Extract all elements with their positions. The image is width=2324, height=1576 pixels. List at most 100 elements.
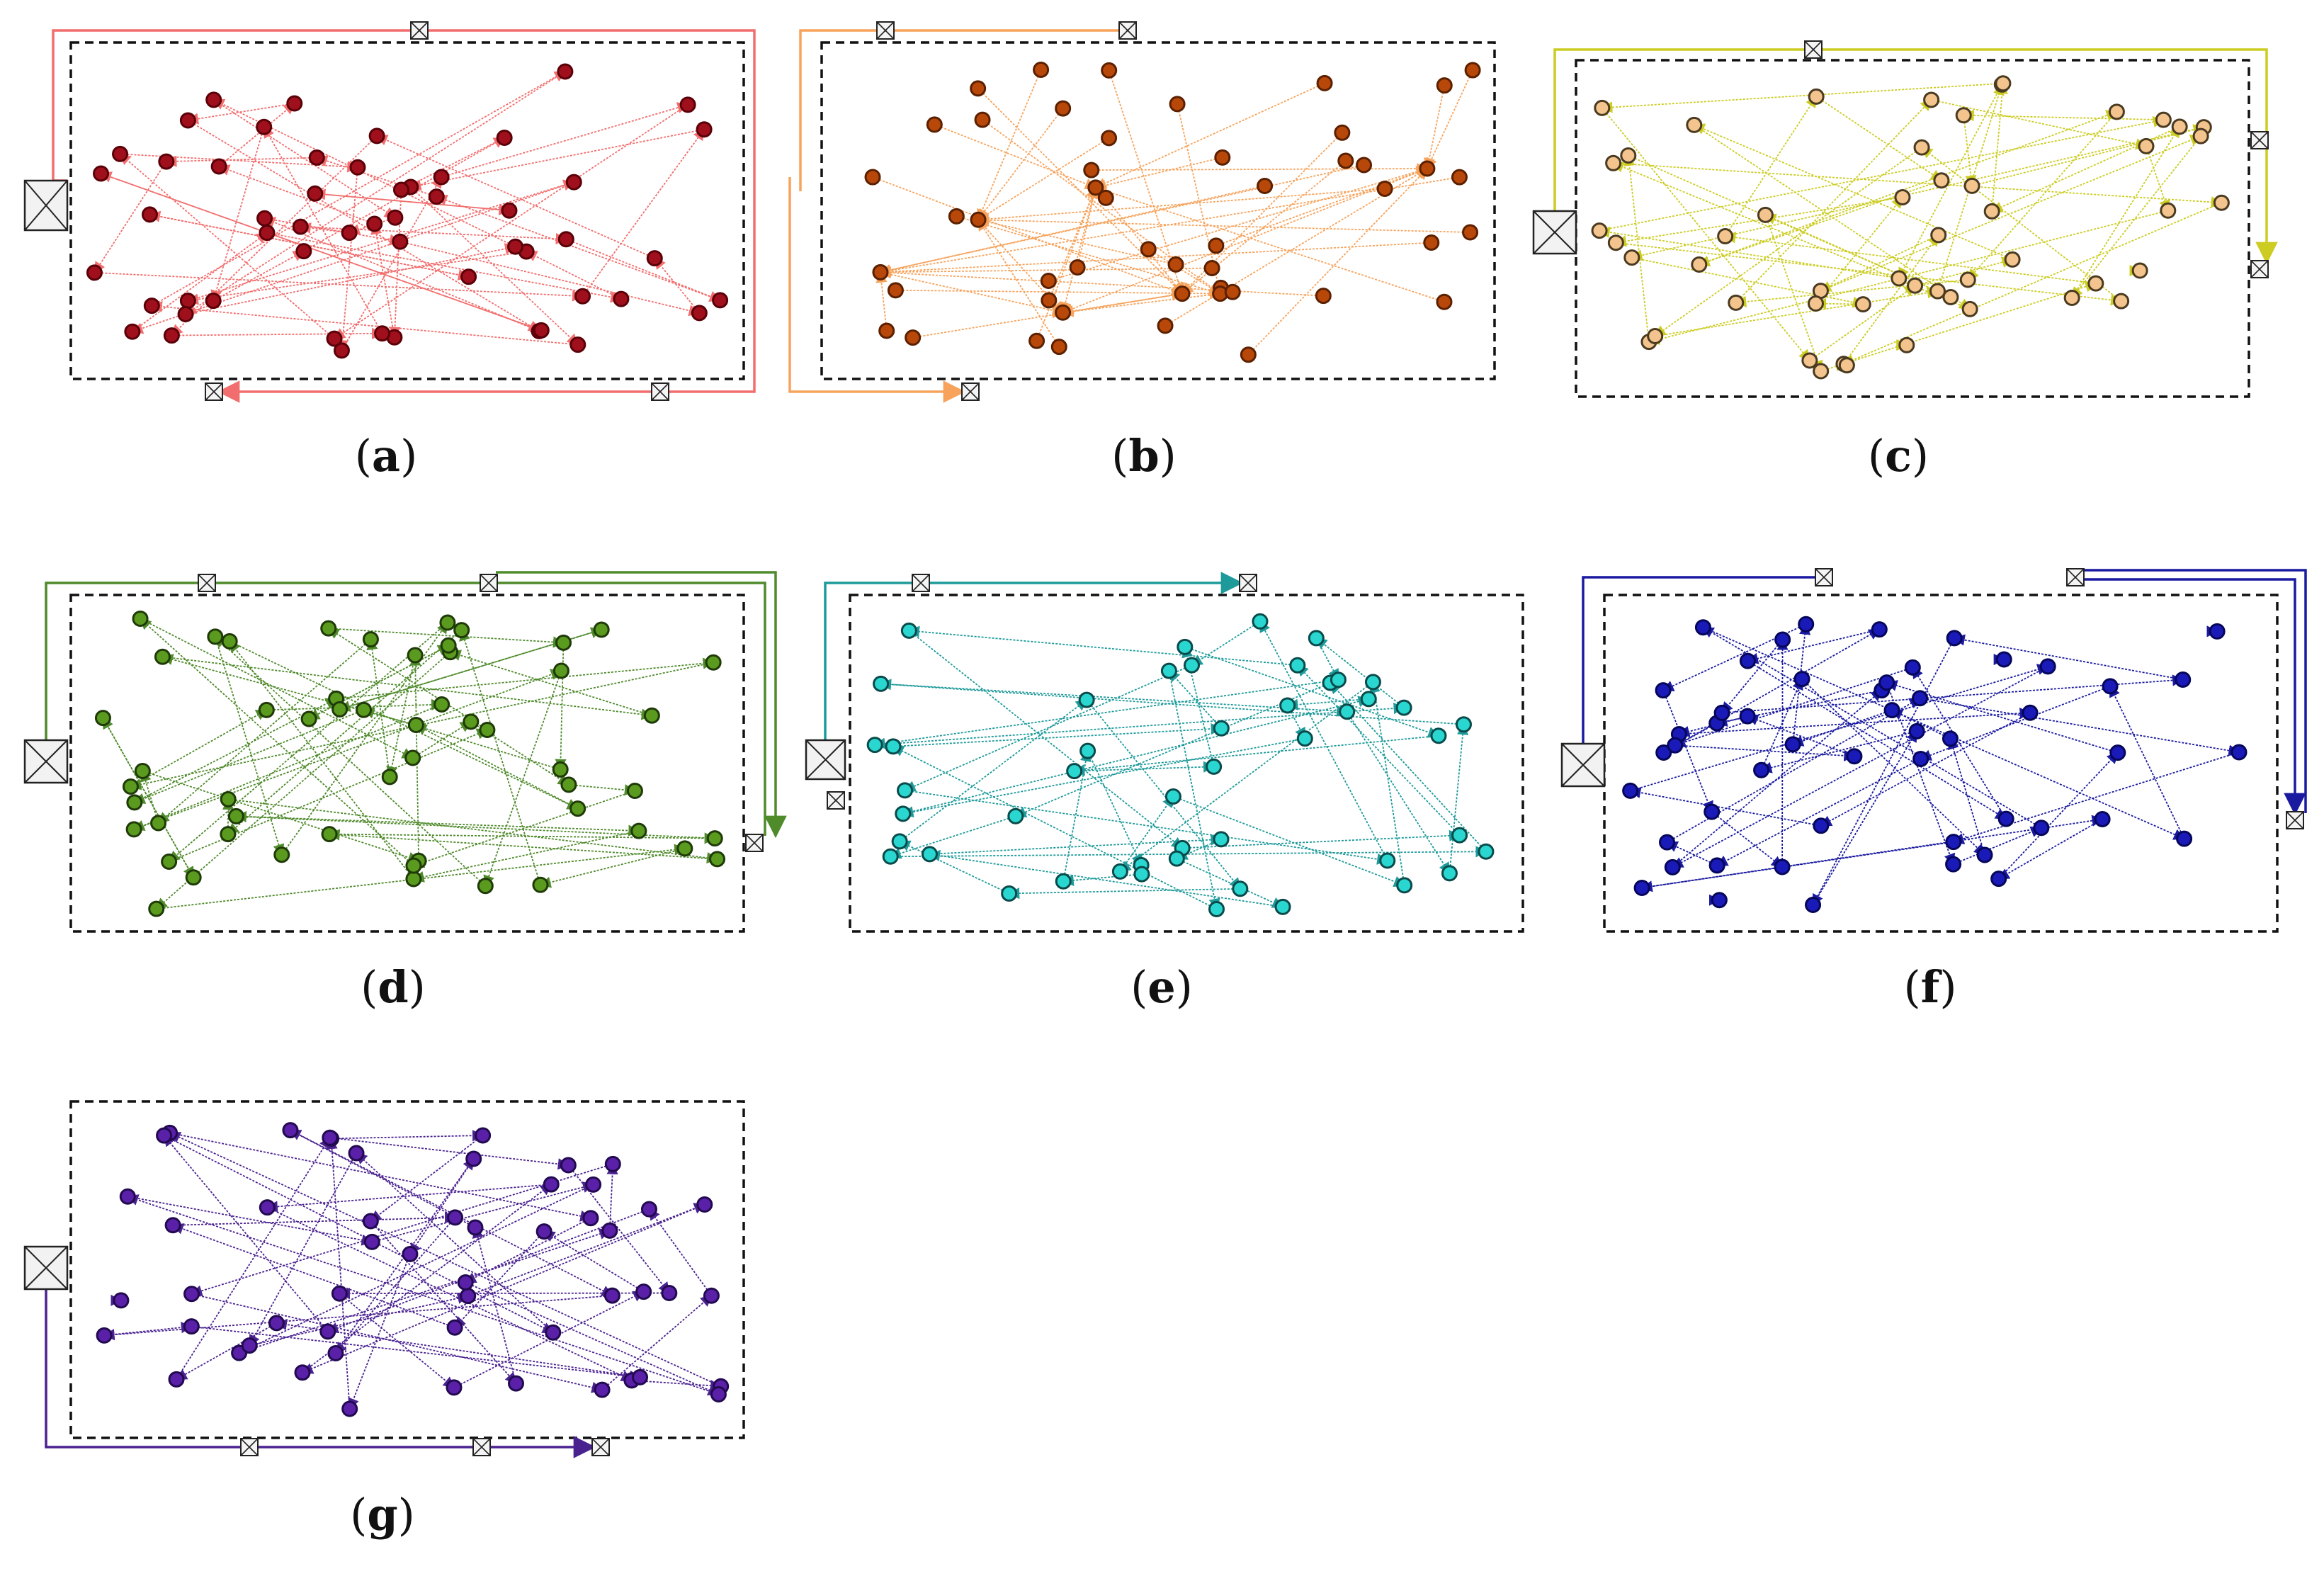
route-edge bbox=[164, 1135, 555, 1333]
route-edge bbox=[539, 848, 686, 888]
customer-node bbox=[465, 1150, 482, 1167]
route-edge bbox=[1997, 818, 2103, 880]
customer-node bbox=[1913, 139, 1930, 156]
route-edge bbox=[176, 1136, 331, 1380]
customer-node bbox=[1717, 227, 1734, 244]
customer-node bbox=[177, 306, 194, 323]
route-edge bbox=[169, 1132, 592, 1222]
route-edge bbox=[140, 618, 414, 759]
operating-area-boundary bbox=[1603, 594, 2279, 933]
customer-node bbox=[1257, 178, 1274, 195]
route-edge bbox=[239, 1228, 611, 1354]
customer-node bbox=[446, 1379, 463, 1396]
customer-node bbox=[141, 206, 158, 223]
customer-node bbox=[543, 1176, 560, 1193]
customer-node bbox=[1942, 730, 1959, 747]
route-edge bbox=[372, 1181, 595, 1243]
customer-node bbox=[1784, 736, 1801, 753]
customer-node bbox=[1933, 172, 1950, 189]
route-edge bbox=[982, 119, 1221, 295]
route-edge bbox=[329, 1137, 569, 1170]
customer-node bbox=[319, 1323, 336, 1340]
customer-node bbox=[86, 264, 103, 281]
customer-node bbox=[1946, 630, 1963, 647]
route-edge bbox=[880, 271, 1065, 317]
route-edge bbox=[139, 618, 414, 866]
route-edge bbox=[1648, 210, 2169, 345]
route-edge bbox=[1898, 84, 2003, 280]
customer-node bbox=[604, 1155, 621, 1172]
customer-node bbox=[1728, 294, 1745, 311]
customer-node bbox=[258, 701, 275, 718]
customer-node bbox=[1883, 702, 1900, 719]
route-edge bbox=[977, 218, 1060, 348]
panel-caption: (c) bbox=[1868, 430, 1929, 482]
customer-node bbox=[1395, 699, 1412, 716]
customer-node bbox=[676, 840, 693, 857]
customer-node bbox=[322, 1129, 339, 1146]
route-edge bbox=[1947, 737, 1985, 856]
customer-node bbox=[1101, 130, 1118, 147]
customer-node bbox=[447, 1209, 464, 1226]
customer-node bbox=[156, 1127, 173, 1144]
crossing-port-icon bbox=[480, 574, 498, 592]
route-edge bbox=[132, 232, 268, 332]
customer-node bbox=[1184, 657, 1201, 674]
customer-node bbox=[501, 202, 518, 219]
customer-node bbox=[1655, 744, 1672, 761]
customer-node bbox=[569, 800, 586, 817]
customer-node bbox=[163, 327, 180, 344]
customer-node bbox=[555, 634, 572, 651]
route-edge bbox=[1699, 110, 2118, 266]
route-edge bbox=[370, 1135, 484, 1222]
caption-letter: b bbox=[1128, 430, 1159, 482]
route-edge bbox=[150, 300, 578, 346]
customer-node bbox=[560, 1157, 577, 1174]
route-edge bbox=[184, 71, 566, 315]
customer-node bbox=[1739, 652, 1756, 669]
route-edge bbox=[2071, 125, 2181, 299]
customer-node bbox=[453, 622, 470, 639]
route-edge bbox=[879, 267, 1324, 297]
customer-node bbox=[1315, 288, 1332, 305]
route-edge bbox=[1599, 116, 2165, 232]
route-edge bbox=[1990, 126, 2180, 212]
route-edge bbox=[905, 789, 1389, 865]
customer-node bbox=[439, 614, 456, 631]
customer-node bbox=[2176, 830, 2193, 847]
route-edge bbox=[956, 215, 1222, 297]
edge-group bbox=[872, 69, 1473, 356]
customer-node bbox=[585, 1176, 602, 1193]
route-edge bbox=[1746, 714, 1855, 757]
route-edge bbox=[157, 638, 372, 824]
customer-node bbox=[1101, 62, 1118, 79]
route-edge bbox=[238, 1184, 594, 1354]
route-edge bbox=[1048, 186, 1097, 301]
route-edge bbox=[1074, 761, 1215, 773]
customer-node bbox=[440, 637, 457, 654]
route-edge bbox=[412, 830, 640, 883]
customer-node bbox=[463, 713, 480, 730]
route-edge bbox=[336, 167, 358, 352]
route-edge bbox=[130, 709, 268, 788]
customer-node bbox=[405, 871, 422, 888]
route-edge bbox=[879, 679, 1464, 725]
customer-node bbox=[404, 749, 421, 766]
customer-node bbox=[433, 696, 450, 713]
depot-icon bbox=[1532, 210, 1577, 255]
customer-node bbox=[1168, 850, 1185, 867]
customer-node bbox=[897, 782, 914, 799]
route-edge bbox=[1014, 682, 1331, 818]
route-edge bbox=[449, 650, 652, 717]
route-edge bbox=[879, 164, 1364, 276]
customer-node bbox=[582, 1210, 599, 1227]
customer-node bbox=[1923, 91, 1940, 108]
customer-node bbox=[507, 1375, 524, 1392]
route-edge bbox=[275, 1319, 640, 1378]
route-edge bbox=[1259, 620, 1388, 861]
route-edge bbox=[1711, 811, 1784, 868]
route-edge bbox=[1991, 82, 2008, 212]
route-edge bbox=[1663, 628, 1881, 754]
customer-node bbox=[1066, 763, 1083, 780]
caption-close-paren: ) bbox=[1160, 430, 1177, 482]
